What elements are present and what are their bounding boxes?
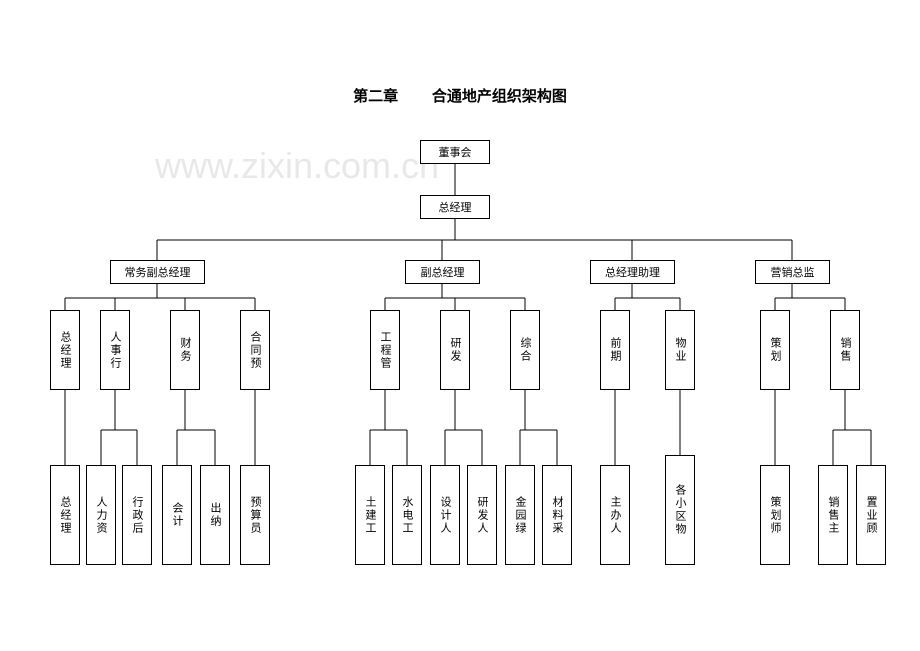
node-planner: 策划师 [760, 465, 790, 565]
node-gm-office: 总经理 [50, 310, 80, 390]
node-sales-lead: 销售主 [818, 465, 848, 565]
node-gm-staff: 总经理 [50, 465, 80, 565]
node-sales: 销售 [830, 310, 860, 390]
node-finance: 财务 [170, 310, 200, 390]
node-gm: 总经理 [420, 195, 490, 219]
node-contract: 合同预 [240, 310, 270, 390]
node-early-stage: 前期 [600, 310, 630, 390]
node-cashier: 出纳 [200, 465, 230, 565]
node-garden: 金园绿 [505, 465, 535, 565]
node-property: 物业 [665, 310, 695, 390]
node-exec-deputy-gm: 常务副总经理 [110, 260, 205, 284]
node-admin-back: 行政后 [122, 465, 152, 565]
node-planning: 策划 [760, 310, 790, 390]
node-rd-staff: 研发人 [467, 465, 497, 565]
node-water-elec: 水电工 [392, 465, 422, 565]
node-deputy-gm: 副总经理 [405, 260, 480, 284]
node-realty-adv: 置业顾 [856, 465, 886, 565]
node-rd: 研发 [440, 310, 470, 390]
node-civil-eng: 土建工 [355, 465, 385, 565]
node-designer: 设计人 [430, 465, 460, 565]
node-engineering: 工程管 [370, 310, 400, 390]
node-marketing-director: 营销总监 [755, 260, 830, 284]
node-gm-assistant: 总经理助理 [590, 260, 675, 284]
node-hr-admin: 人事行 [100, 310, 130, 390]
node-community-prop: 各小区物 [665, 455, 695, 565]
node-board: 董事会 [420, 140, 490, 164]
node-hr-res: 人力资 [86, 465, 116, 565]
node-accountant: 会计 [162, 465, 192, 565]
node-general: 综合 [510, 310, 540, 390]
node-organizer: 主办人 [600, 465, 630, 565]
node-budget: 预算员 [240, 465, 270, 565]
node-material: 材料采 [542, 465, 572, 565]
